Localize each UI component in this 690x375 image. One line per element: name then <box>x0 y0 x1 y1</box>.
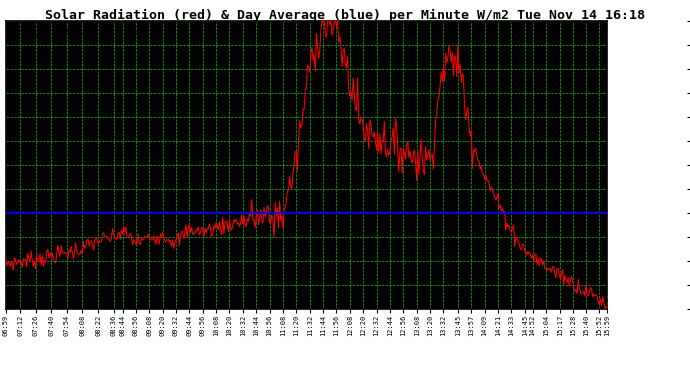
Text: Solar Radiation (red) & Day Average (blue) per Minute W/m2 Tue Nov 14 16:18: Solar Radiation (red) & Day Average (blu… <box>45 9 645 22</box>
Text: Copyright 2006 Cartronics.com: Copyright 2006 Cartronics.com <box>6 28 140 37</box>
